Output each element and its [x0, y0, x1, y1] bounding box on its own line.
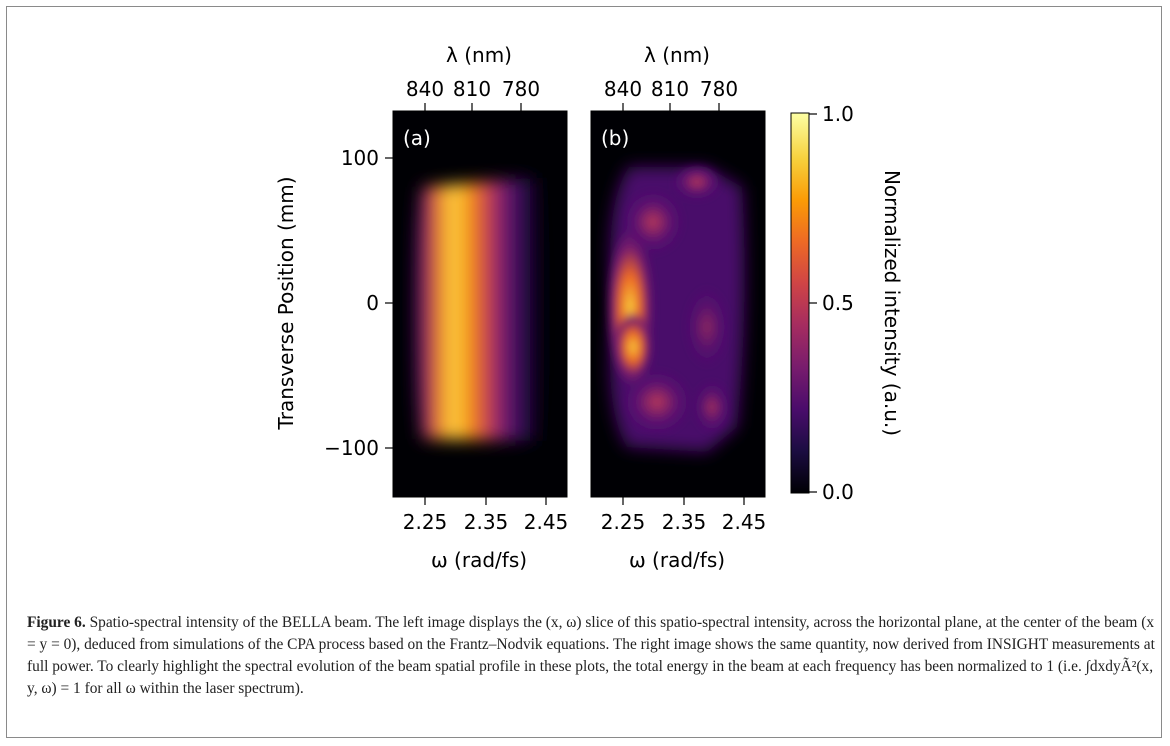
- top-tick-a-810: 810: [453, 77, 491, 101]
- y-axis-label: Transverse Position (mm): [274, 176, 298, 430]
- colorbar-tick-0-0: 0.0: [822, 480, 854, 504]
- top-axis-label-a: λ (nm): [446, 43, 512, 67]
- colorbar-tick-1-0: 1.0: [822, 102, 854, 126]
- y-tick-100: 100: [341, 146, 379, 170]
- bottom-tick-a-2-25: 2.25: [403, 510, 448, 534]
- colorbar-label: Normalized intensity (a.u.): [880, 170, 904, 436]
- bottom-axis-label-a: ω (rad/fs): [431, 548, 527, 572]
- colorbar-tick-0-5: 0.5: [822, 291, 854, 315]
- bottom-tick-b-2-25: 2.25: [601, 510, 646, 534]
- panel-a-frame: [392, 110, 568, 498]
- y-tick-minus-100: −100: [324, 436, 379, 460]
- panel-b: (b): [590, 110, 766, 498]
- top-tick-a-780: 780: [502, 77, 540, 101]
- caption-label: Figure 6.: [27, 614, 86, 631]
- figure-caption: Figure 6. Spatio-spectral intensity of t…: [27, 612, 1157, 700]
- y-tick-0: 0: [366, 291, 379, 315]
- top-tick-b-780: 780: [700, 77, 738, 101]
- figure-frame: (a) (b): [6, 6, 1162, 738]
- bottom-tick-b-2-45: 2.45: [722, 510, 767, 534]
- top-tick-a-840: 840: [406, 77, 444, 101]
- colorbar: 1.0 0.5 0.0 Normalized intensity (a.u.): [790, 102, 904, 504]
- top-tick-b-810: 810: [651, 77, 689, 101]
- bottom-tick-a-2-35: 2.35: [464, 510, 509, 534]
- colorbar-gradient: [790, 112, 810, 494]
- panel-b-label: (b): [601, 126, 629, 150]
- panel-a: (a): [392, 110, 568, 498]
- top-axis-label-b: λ (nm): [644, 43, 710, 67]
- bottom-tick-a-2-45: 2.45: [524, 510, 569, 534]
- caption-text: Spatio-spectral intensity of the BELLA b…: [27, 614, 1155, 697]
- panel-a-label: (a): [403, 126, 431, 150]
- figure-plot: (a) (b): [274, 43, 904, 572]
- bottom-tick-b-2-35: 2.35: [662, 510, 707, 534]
- panel-b-frame: [590, 110, 766, 498]
- bottom-axis-label-b: ω (rad/fs): [629, 548, 725, 572]
- top-tick-b-840: 840: [604, 77, 642, 101]
